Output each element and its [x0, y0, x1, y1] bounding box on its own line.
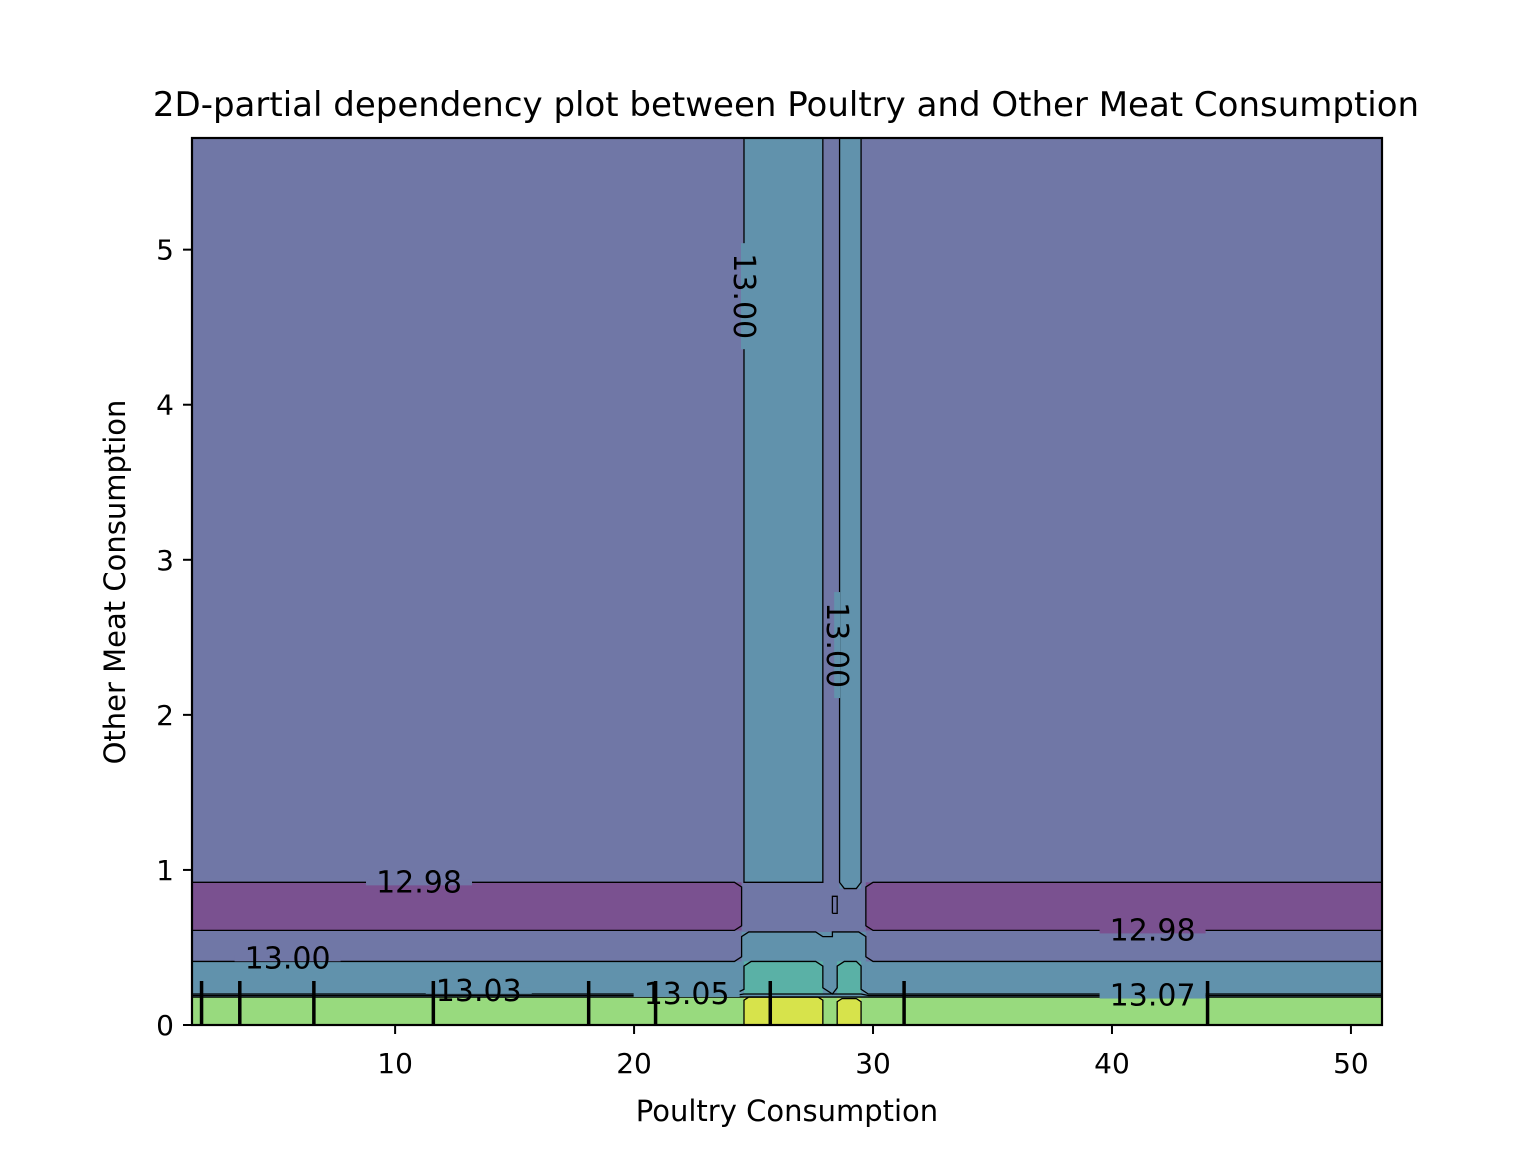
contour-line-gap	[740, 243, 747, 350]
x-tick-label: 30	[855, 1047, 891, 1080]
x-axis-label: Poultry Consumption	[636, 1094, 938, 1128]
contour-line-gap	[1099, 992, 1206, 999]
contour-region	[192, 882, 742, 931]
contour-line	[831, 895, 838, 914]
y-tick-label: 0	[156, 1009, 174, 1042]
contour-line-gap	[234, 955, 341, 962]
contour-line	[743, 138, 824, 883]
contour-region	[839, 138, 862, 889]
contour-label-group: 13.00	[245, 941, 331, 976]
contour-label-group: 13.03	[436, 974, 522, 1009]
contour-region	[743, 138, 823, 883]
contour-label-group: 13.00	[726, 253, 761, 339]
contour-region	[837, 998, 862, 1025]
contour-labels: 12.98 12.98 13.00 13.03 13.05 13.07 13.00 13.00	[245, 253, 1196, 1014]
contour-line-gap	[1099, 927, 1206, 934]
contour-label: 13.00	[726, 253, 761, 339]
contour-line	[192, 881, 743, 932]
contour-lines	[192, 138, 1382, 1025]
contour-fill-regions	[192, 138, 1382, 1025]
contour-label: 13.05	[644, 977, 730, 1012]
contour-label-group: 12.98	[376, 865, 462, 900]
y-tick-label: 3	[156, 544, 174, 577]
contour-line	[865, 881, 1382, 932]
contour-label: 12.98	[1110, 913, 1196, 948]
x-tick-label: 50	[1333, 1047, 1369, 1080]
contour-line-gap	[834, 592, 841, 699]
contour-region	[865, 882, 1382, 931]
contour-region	[743, 961, 823, 994]
contour-label-group: 13.00	[819, 602, 854, 688]
contour-line-gap	[366, 879, 473, 886]
plot-area: 12.98 12.98 13.00 13.03 13.05 13.07 13.00 13.00	[192, 138, 1382, 1025]
contour-label-group: 12.98	[1110, 913, 1196, 948]
y-tick-label: 4	[156, 389, 174, 422]
y-tick-label: 1	[156, 854, 174, 887]
y-tick-label: 5	[156, 234, 174, 267]
contour-label: 13.03	[436, 974, 522, 1009]
x-tick-label: 40	[1094, 1047, 1130, 1080]
chart-title: 2D-partial dependency plot between Poult…	[153, 85, 1419, 125]
y-tick-label: 2	[156, 699, 174, 732]
contour-label-group: 13.05	[644, 977, 730, 1012]
y-axis-ticks: 0 1 2 3 4 5	[156, 234, 192, 1042]
rug-marks	[199, 981, 1210, 1025]
contour-label: 12.98	[376, 865, 462, 900]
contour-line	[192, 931, 1382, 963]
contour-region	[743, 997, 823, 1025]
contour-line	[836, 997, 862, 1025]
contour-label: 13.00	[819, 602, 854, 688]
contour-line	[838, 138, 862, 890]
contour-region	[865, 961, 1382, 998]
contour-line	[743, 996, 824, 1025]
x-axis-ticks: 10 20 30 40 50	[377, 1025, 1369, 1080]
contour-label: 13.00	[245, 941, 331, 976]
contour-region	[837, 961, 862, 994]
y-axis-label: Other Meat Consumption	[98, 400, 132, 765]
x-tick-label: 20	[616, 1047, 652, 1080]
contour-line-gap	[633, 990, 740, 997]
axes-frame	[190, 136, 1384, 1027]
x-tick-label: 10	[377, 1047, 413, 1080]
contour-label: 13.07	[1110, 979, 1196, 1014]
contour-line-gap	[425, 987, 532, 994]
contour-label-group: 13.07	[1110, 979, 1196, 1014]
